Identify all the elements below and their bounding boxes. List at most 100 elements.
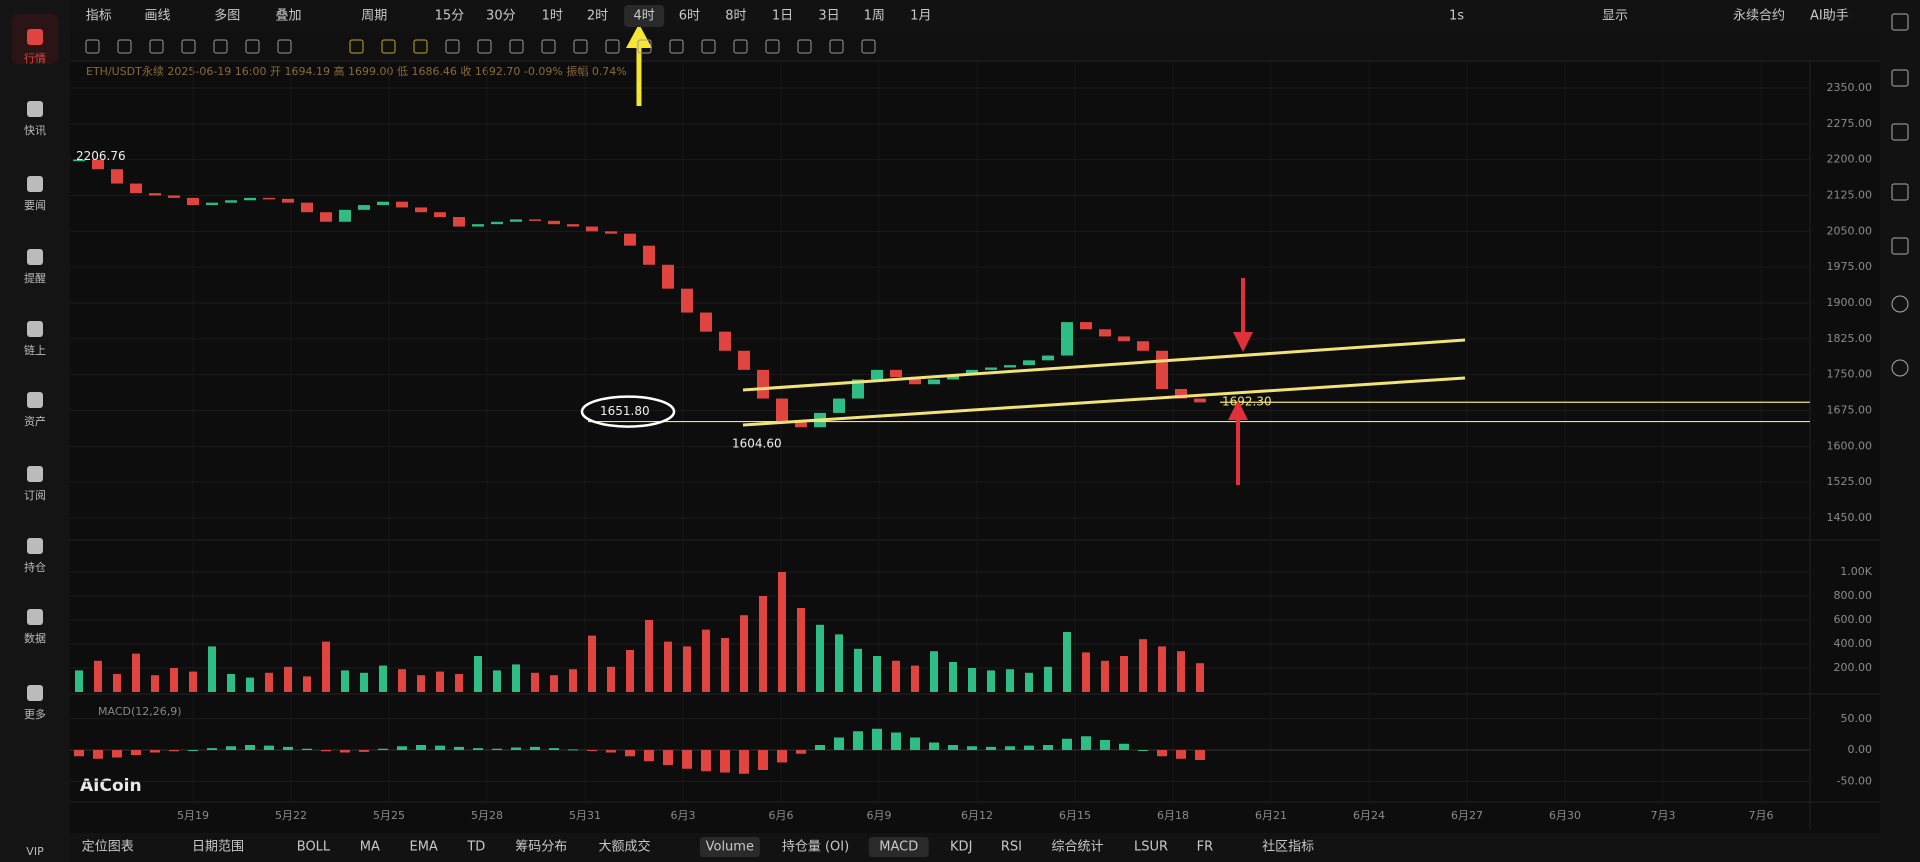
sidebar-icon[interactable] xyxy=(27,538,43,554)
indicator-tab[interactable]: LSUR xyxy=(1134,840,1168,855)
indicator-tab[interactable]: 定位图表 xyxy=(82,840,134,855)
tool-icon[interactable] xyxy=(733,39,748,54)
tool-icon[interactable] xyxy=(349,39,364,54)
tool-icon[interactable] xyxy=(245,39,260,54)
sidebar-icon[interactable] xyxy=(27,101,43,117)
indicator-tab[interactable]: 综合统计 xyxy=(1052,840,1104,855)
sidebar-icon[interactable] xyxy=(27,466,43,482)
sidebar-label[interactable]: VIP xyxy=(26,845,44,858)
period-tab[interactable]: 1日 xyxy=(772,9,793,24)
tool-icon[interactable] xyxy=(861,39,876,54)
sidebar-icon[interactable] xyxy=(27,29,43,45)
macd-bar xyxy=(967,746,977,750)
indicator-tab[interactable]: TD xyxy=(466,840,485,855)
sidebar-icon[interactable] xyxy=(27,392,43,408)
period-tab[interactable]: 1时 xyxy=(542,9,563,24)
indicator-tab[interactable]: Volume xyxy=(706,840,754,855)
tool-icon[interactable] xyxy=(637,39,652,54)
period-tab[interactable]: 8时 xyxy=(725,9,746,24)
indicator-tab[interactable]: FR xyxy=(1197,840,1214,855)
toolbar-item[interactable]: 指标 xyxy=(86,9,112,24)
sidebar-label[interactable]: 订阅 xyxy=(24,489,46,502)
tool-icon[interactable] xyxy=(797,39,812,54)
tool-icon[interactable] xyxy=(605,39,620,54)
period-tab[interactable]: 1月 xyxy=(910,9,931,24)
period-tab[interactable]: 6时 xyxy=(679,9,700,24)
sidebar-icon[interactable] xyxy=(27,685,43,701)
sidebar-label[interactable]: 要闻 xyxy=(24,198,46,212)
indicator-tab[interactable]: 持仓量 (OI) xyxy=(782,840,849,855)
toolbar-item[interactable]: 永续合约 xyxy=(1733,9,1785,24)
y-tick-label: 2200.00 xyxy=(1827,153,1873,166)
tool-icon[interactable] xyxy=(117,39,132,54)
candle xyxy=(282,198,294,203)
icon[interactable] xyxy=(1891,13,1909,31)
indicator-tab[interactable]: MA xyxy=(360,840,380,855)
toolbar-item[interactable]: 画线 xyxy=(144,9,170,24)
tool-icon[interactable] xyxy=(509,39,524,54)
sidebar-label[interactable]: 链上 xyxy=(24,343,46,357)
tool-icon[interactable] xyxy=(181,39,196,54)
tool-icon[interactable] xyxy=(445,39,460,54)
toolbar-item[interactable]: 多图 xyxy=(214,8,240,24)
tool-icon[interactable] xyxy=(765,39,780,54)
period-tab[interactable]: 4时 xyxy=(633,9,654,24)
tool-icon[interactable] xyxy=(85,39,100,54)
candle xyxy=(909,377,921,385)
indicator-tab[interactable]: KDJ xyxy=(950,840,972,855)
toolbar-item[interactable]: AI助手 xyxy=(1810,9,1849,24)
sidebar-label[interactable]: 资产 xyxy=(24,414,46,428)
period-tab[interactable]: 1周 xyxy=(864,9,885,24)
tool-icon[interactable] xyxy=(573,39,588,54)
toolbar-item[interactable]: 周期 xyxy=(361,9,387,24)
indicator-tab[interactable]: MACD xyxy=(879,840,918,855)
candle xyxy=(529,219,541,221)
candle xyxy=(73,159,85,162)
indicator-tab[interactable]: EMA xyxy=(410,840,438,855)
icon[interactable] xyxy=(1891,359,1909,377)
indicator-tab[interactable]: RSI xyxy=(1001,840,1022,855)
tool-icon[interactable] xyxy=(541,39,556,54)
toolbar-item[interactable]: 叠加 xyxy=(276,9,302,24)
indicator-tab[interactable]: 日期范围 xyxy=(192,840,244,855)
sidebar-icon[interactable] xyxy=(27,321,43,337)
tool-icon[interactable] xyxy=(669,39,684,54)
sidebar-label[interactable]: 提醒 xyxy=(24,272,46,285)
indicator-tab[interactable]: BOLL xyxy=(297,840,331,855)
sidebar-label[interactable]: 持仓 xyxy=(24,560,46,574)
sidebar-label[interactable]: 更多 xyxy=(24,707,46,721)
y-tick-label: 2050.00 xyxy=(1827,224,1873,237)
icon[interactable] xyxy=(1891,237,1909,255)
sidebar-label[interactable]: 快讯 xyxy=(24,124,46,137)
toolbar-item[interactable]: 1s xyxy=(1449,9,1464,24)
tool-icon[interactable] xyxy=(213,39,228,54)
indicator-tab[interactable]: 社区指标 xyxy=(1262,839,1314,855)
icon[interactable] xyxy=(1891,123,1909,141)
macd-bar xyxy=(720,750,730,773)
tool-icon[interactable] xyxy=(701,39,716,54)
period-tab[interactable]: 3日 xyxy=(818,9,839,24)
indicator-tab[interactable]: 筹码分布 xyxy=(515,839,567,855)
period-tab[interactable]: 15分 xyxy=(435,9,465,24)
tool-icon[interactable] xyxy=(413,39,428,54)
period-tab[interactable]: 2时 xyxy=(587,9,608,24)
icon[interactable] xyxy=(1891,295,1909,313)
tool-icon[interactable] xyxy=(277,39,292,54)
sidebar-label[interactable]: 数据 xyxy=(24,631,46,645)
volume-bar xyxy=(322,641,330,692)
sidebar-icon[interactable] xyxy=(27,176,43,192)
toolbar-item[interactable]: 显示 xyxy=(1602,9,1628,24)
tool-icon[interactable] xyxy=(477,39,492,54)
tool-icon[interactable] xyxy=(829,39,844,54)
candle xyxy=(833,398,845,413)
sidebar-icon[interactable] xyxy=(27,249,43,265)
tool-icon[interactable] xyxy=(149,39,164,54)
sidebar-label[interactable]: 行情 xyxy=(24,52,46,65)
period-tab[interactable]: 30分 xyxy=(486,9,516,24)
tool-icon[interactable] xyxy=(381,39,396,54)
indicator-tab[interactable]: 大额成交 xyxy=(598,839,650,855)
icon[interactable] xyxy=(1891,183,1909,201)
icon[interactable] xyxy=(1891,69,1909,87)
sidebar-icon[interactable] xyxy=(27,609,43,625)
volume-bar xyxy=(474,656,482,692)
